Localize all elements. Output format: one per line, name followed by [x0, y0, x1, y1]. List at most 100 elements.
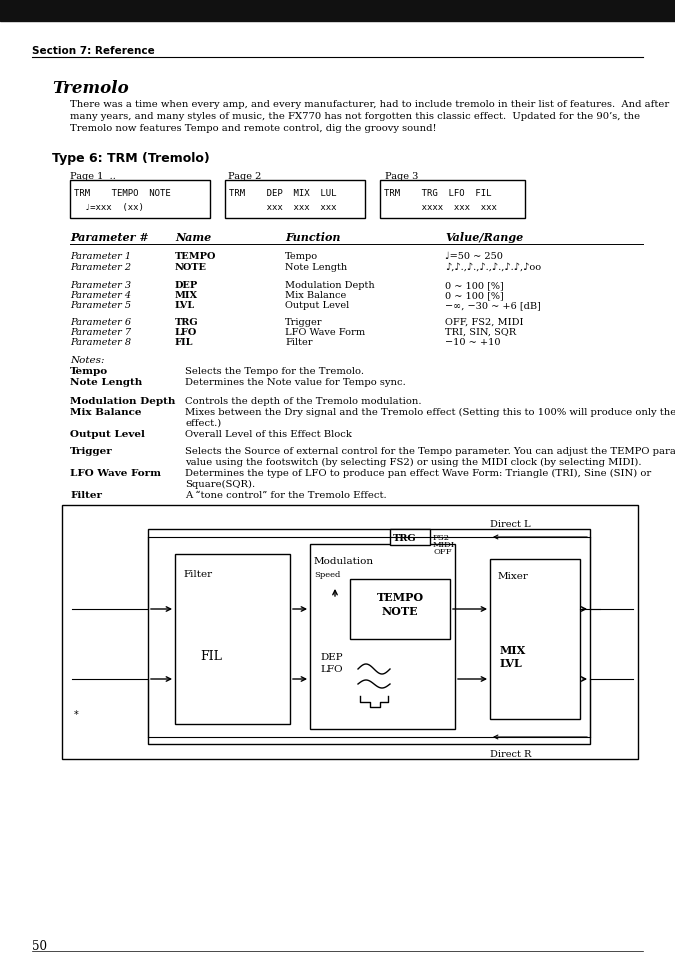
Text: FS2: FS2: [433, 534, 450, 541]
Text: Overall Level of this Effect Block: Overall Level of this Effect Block: [185, 430, 352, 438]
Text: LFO Wave Form: LFO Wave Form: [285, 328, 365, 336]
Bar: [490, 559, 580, 720]
Text: LVL: LVL: [175, 301, 195, 310]
Text: *: *: [74, 709, 79, 720]
Text: DEP: DEP: [175, 281, 198, 290]
Text: TRI, SIN, SQR: TRI, SIN, SQR: [445, 328, 516, 336]
Text: TRM    TEMPO  NOTE: TRM TEMPO NOTE: [74, 189, 171, 198]
Bar: [62, 505, 638, 760]
Text: Output Level: Output Level: [285, 301, 349, 310]
Text: Parameter 3: Parameter 3: [70, 281, 131, 290]
Text: LFO: LFO: [175, 328, 197, 336]
Text: Notes:: Notes:: [70, 355, 105, 365]
Text: OFF: OFF: [433, 547, 452, 556]
Text: Note Length: Note Length: [70, 377, 142, 387]
Text: NOTE: NOTE: [175, 263, 207, 272]
Text: DEP: DEP: [320, 652, 343, 661]
Text: −∞, −30 ~ +6 [dB]: −∞, −30 ~ +6 [dB]: [445, 301, 541, 310]
Bar: [310, 544, 455, 729]
Text: Selects the Tempo for the Tremolo.: Selects the Tempo for the Tremolo.: [185, 367, 364, 375]
Text: TRG: TRG: [175, 317, 198, 327]
Bar: [0, 0, 675, 22]
Text: Parameter 1: Parameter 1: [70, 252, 131, 261]
Text: Section 7: Reference: Section 7: Reference: [32, 46, 155, 56]
Text: Value/Range: Value/Range: [445, 232, 523, 243]
Text: Selects the Source of external control for the Tempo parameter. You can adjust t: Selects the Source of external control f…: [185, 447, 675, 456]
Text: Tempo: Tempo: [285, 252, 318, 261]
Text: OFF, FS2, MIDI: OFF, FS2, MIDI: [445, 317, 524, 327]
Text: value using the footswitch (by selecting FS2) or using the MIDI clock (by select: value using the footswitch (by selecting…: [185, 457, 641, 467]
Text: 0 ~ 100 [%]: 0 ~ 100 [%]: [445, 281, 504, 290]
Text: Parameter 5: Parameter 5: [70, 301, 131, 310]
Bar: [350, 579, 450, 639]
Bar: [380, 181, 525, 219]
Text: Parameter 8: Parameter 8: [70, 337, 131, 347]
Text: TRM    TRG  LFO  FIL: TRM TRG LFO FIL: [384, 189, 491, 198]
Text: TRM    DEP  MIX  LUL: TRM DEP MIX LUL: [229, 189, 337, 198]
Text: LFO Wave Form: LFO Wave Form: [70, 469, 161, 477]
Text: LVL: LVL: [500, 658, 522, 668]
Text: Determines the type of LFO to produce pan effect Wave Form: Triangle (TRI), Sine: Determines the type of LFO to produce pa…: [185, 469, 651, 477]
Text: Tremolo now features Tempo and remote control, dig the groovy sound!: Tremolo now features Tempo and remote co…: [70, 124, 437, 132]
Text: Page 2: Page 2: [228, 172, 261, 181]
Bar: [175, 555, 290, 724]
Text: Mixer: Mixer: [498, 572, 529, 580]
Text: xxxx  xxx  xxx: xxxx xxx xxx: [384, 203, 497, 212]
Text: FIL: FIL: [175, 337, 194, 347]
Text: Mix Balance: Mix Balance: [285, 291, 346, 299]
Text: ♩=xxx  (xx): ♩=xxx (xx): [74, 203, 144, 212]
Text: There was a time when every amp, and every manufacturer, had to include tremolo : There was a time when every amp, and eve…: [70, 100, 669, 109]
Text: Parameter 6: Parameter 6: [70, 317, 131, 327]
Text: xxx  xxx  xxx: xxx xxx xxx: [229, 203, 337, 212]
Text: MIX: MIX: [500, 644, 526, 656]
Text: Modulation Depth: Modulation Depth: [70, 396, 176, 406]
Text: Parameter 7: Parameter 7: [70, 328, 131, 336]
Text: Name: Name: [175, 232, 211, 243]
Text: many years, and many styles of music, the FX770 has not forgotten this classic e: many years, and many styles of music, th…: [70, 112, 640, 121]
Text: −10 ~ +10: −10 ~ +10: [445, 337, 500, 347]
Text: Parameter 4: Parameter 4: [70, 291, 131, 299]
Text: Filter: Filter: [183, 569, 212, 578]
Text: 0 ~ 100 [%]: 0 ~ 100 [%]: [445, 291, 504, 299]
Text: Filter: Filter: [285, 337, 313, 347]
Text: Modulation: Modulation: [314, 557, 374, 565]
Bar: [148, 530, 590, 744]
Text: Parameter 2: Parameter 2: [70, 263, 131, 272]
Text: Filter: Filter: [70, 491, 102, 499]
Text: Note Length: Note Length: [285, 263, 347, 272]
Text: TRG: TRG: [393, 534, 416, 542]
Text: TEMPO: TEMPO: [175, 252, 217, 261]
Text: Type 6: TRM (Tremolo): Type 6: TRM (Tremolo): [52, 152, 210, 165]
Text: NOTE: NOTE: [381, 605, 418, 617]
Text: ♩=50 ~ 250: ♩=50 ~ 250: [445, 252, 503, 261]
Text: TEMPO: TEMPO: [377, 592, 424, 602]
Text: Trigger: Trigger: [285, 317, 323, 327]
Bar: [225, 181, 365, 219]
Text: Mixes between the Dry signal and the Tremolo effect (Setting this to 100% will p: Mixes between the Dry signal and the Tre…: [185, 408, 675, 416]
Text: Direct L: Direct L: [490, 519, 531, 529]
Bar: [390, 530, 430, 545]
Text: ♪,♪.,♪.,♪.,♪.,♪.♪,♪oo: ♪,♪.,♪.,♪.,♪.,♪.♪,♪oo: [445, 263, 541, 272]
Text: Tempo: Tempo: [70, 367, 108, 375]
Text: A “tone control” for the Tremolo Effect.: A “tone control” for the Tremolo Effect.: [185, 491, 387, 499]
Text: Square(SQR).: Square(SQR).: [185, 479, 255, 489]
Bar: [70, 181, 210, 219]
Text: FIL: FIL: [200, 649, 222, 662]
Text: Trigger: Trigger: [70, 447, 113, 456]
Text: Output Level: Output Level: [70, 430, 145, 438]
Text: Parameter #: Parameter #: [70, 232, 148, 243]
Text: Controls the depth of the Tremolo modulation.: Controls the depth of the Tremolo modula…: [185, 396, 421, 406]
Text: effect.): effect.): [185, 418, 221, 428]
Text: MIDI: MIDI: [433, 540, 455, 548]
Text: Mix Balance: Mix Balance: [70, 408, 142, 416]
Text: LFO: LFO: [320, 664, 343, 673]
Text: Page 3: Page 3: [385, 172, 418, 181]
Text: 50: 50: [32, 939, 47, 952]
Text: Direct R: Direct R: [490, 749, 531, 759]
Text: Function: Function: [285, 232, 340, 243]
Text: Page 1  ..: Page 1 ..: [70, 172, 116, 181]
Text: Speed: Speed: [314, 571, 340, 578]
Text: Determines the Note value for Tempo sync.: Determines the Note value for Tempo sync…: [185, 377, 406, 387]
Text: MIX: MIX: [175, 291, 198, 299]
Text: Modulation Depth: Modulation Depth: [285, 281, 375, 290]
